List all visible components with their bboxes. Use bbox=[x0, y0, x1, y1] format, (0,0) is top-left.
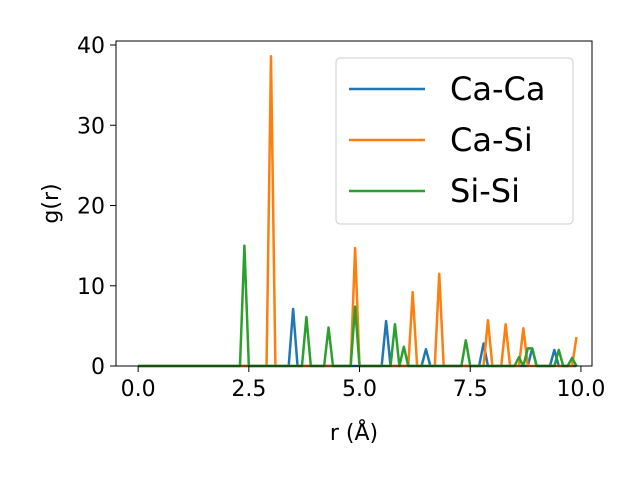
x-tick-label: 7.5 bbox=[453, 377, 488, 402]
y-tick-label: 20 bbox=[77, 195, 105, 220]
plot-frame bbox=[115, 40, 593, 367]
x-axis-ticks: 0.0 2.5 5.0 7.5 10.0 bbox=[121, 366, 605, 402]
legend-box bbox=[335, 57, 574, 225]
y-axis-label: g(r) bbox=[39, 183, 64, 223]
x-axis-label: r (Å) bbox=[330, 419, 378, 446]
y-tick-label: 0 bbox=[91, 355, 105, 380]
y-tick-label: 30 bbox=[77, 114, 105, 139]
legend-label: Ca-Ca bbox=[450, 70, 545, 108]
y-tick-label: 10 bbox=[77, 275, 105, 300]
x-tick-label: 10.0 bbox=[556, 377, 605, 402]
y-tick-label: 40 bbox=[77, 34, 105, 59]
legend-label: Ca-Si bbox=[450, 121, 533, 159]
y-axis-ticks: 0 10 20 30 40 bbox=[77, 34, 116, 380]
x-tick-label: 5.0 bbox=[342, 377, 377, 402]
x-tick-label: 2.5 bbox=[231, 377, 266, 402]
legend: Ca-Ca Ca-Si Si-Si bbox=[335, 57, 574, 225]
x-tick-label: 0.0 bbox=[121, 377, 156, 402]
legend-label: Si-Si bbox=[450, 172, 520, 210]
